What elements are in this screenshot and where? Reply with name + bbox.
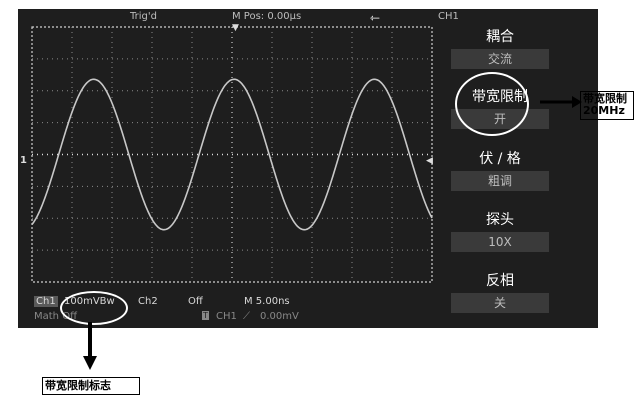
right-annotation: 带宽限制20MHz [583,92,627,117]
rising-edge-icon: ⟋ [243,311,250,322]
trigger-source: CH1 [216,311,237,322]
menu-value: 交流 [451,49,549,69]
menu-item-volts-div[interactable]: 伏 / 格 粗调 [448,149,552,191]
m-pos-readout: M Pos: 0.00μs [232,11,302,22]
menu-value: 关 [451,293,549,313]
menu-label: 反相 [486,273,514,289]
menu-label: 探头 [486,212,514,228]
menu-value: 10X [451,232,549,252]
bandwidth-flag-highlight-circle [60,291,128,325]
trigger-position-marker: ▼ [232,23,239,33]
menu-value: 粗调 [451,171,549,191]
bandwidth-menu-highlight-circle [455,72,529,136]
bottom-arrow-head [83,356,97,370]
waveform-display: ▼ 1 ◀ [20,23,433,283]
graticule [31,26,433,283]
channel-indicator: CH1 [438,11,459,22]
menu-label: 伏 / 格 [479,151,521,167]
usb-icon: ⇽ [370,11,381,25]
oscilloscope-screen: Trig'd M Pos: 0.00μs ⇽ CH1 ▼ 1 ◀ Ch1 100… [18,9,598,328]
ch1-waveform [31,78,433,231]
menu-item-probe[interactable]: 探头 10X [448,210,552,252]
trigger-level-marker: ◀ [426,156,433,166]
ch2-state: Off [188,296,203,307]
math-status: Math Off [34,311,77,322]
bottom-annotation: 带宽限制标志 [45,379,111,392]
trigger-level: 0.00mV [260,311,299,322]
menu-item-coupling[interactable]: 耦合 交流 [448,27,552,69]
trigger-status: Trig'd [130,11,157,22]
menu-label: 耦合 [486,29,514,45]
ch1-tag: Ch1 [34,296,58,307]
bottom-annotation-frame: 带宽限制标志 [42,377,140,395]
timebase-readout: M 5.00ns [244,296,290,307]
menu-item-invert[interactable]: 反相 关 [448,271,552,313]
right-annotation-frame: 带宽限制20MHz [580,91,634,120]
ch1-ground-marker: 1 [20,155,27,166]
ch2-label: Ch2 [138,296,158,307]
trigger-icon: T [202,311,209,320]
right-arrow-head [572,96,582,108]
